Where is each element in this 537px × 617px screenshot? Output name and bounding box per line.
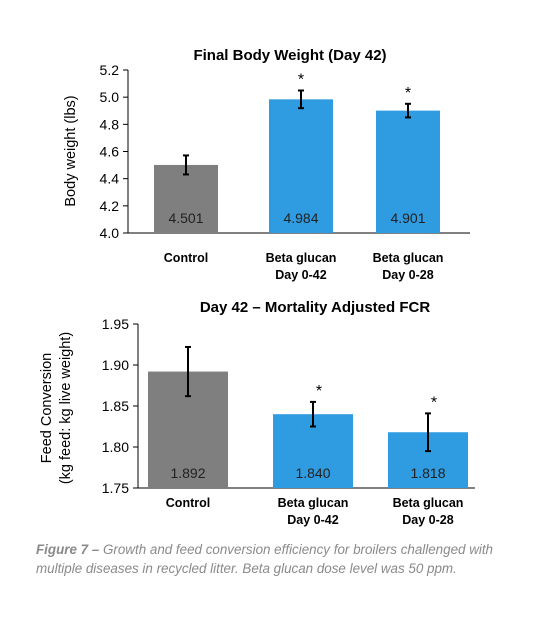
fcr-chart: Day 42 – Mortality Adjusted FCR Feed Conv… — [39, 299, 475, 527]
x-tick-label: Control — [166, 496, 210, 510]
x-tick-label: Control — [164, 251, 208, 265]
bar — [269, 99, 333, 233]
x-tick-label: Day 0-28 — [382, 268, 433, 282]
x-tick-label: Beta glucan — [278, 496, 349, 510]
figure-caption-prefix: Figure 7 – — [36, 542, 100, 557]
body-weight-chart: Final Body Weight (Day 42) Body weight (l… — [63, 47, 470, 282]
bar-value-label: 4.501 — [168, 210, 203, 226]
y-axis-label: Body weight (lbs) — [63, 95, 79, 206]
y-tick-label: 4.4 — [100, 171, 120, 187]
figure-caption-text: Growth and feed conversion efficiency fo… — [36, 542, 494, 576]
x-tick-label: Day 0-42 — [275, 268, 326, 282]
x-tick-label: Day 0-42 — [287, 513, 338, 527]
y-tick-label: 1.95 — [102, 316, 129, 332]
bar-value-label: 4.984 — [283, 210, 318, 226]
bar-value-label: 1.818 — [410, 465, 445, 481]
significance-marker: * — [405, 85, 411, 102]
y-tick-label: 4.2 — [100, 198, 120, 214]
y-tick-label: 5.0 — [100, 89, 120, 105]
y-axis-label: (kg feed: kg live weight) — [58, 332, 74, 484]
y-tick-label: 4.0 — [100, 225, 120, 241]
chart-title: Day 42 – Mortality Adjusted FCR — [200, 299, 430, 316]
y-tick-label: 1.85 — [102, 398, 129, 414]
bar — [376, 110, 440, 233]
bar-value-label: 4.901 — [390, 210, 425, 226]
x-tick-label: Day 0-28 — [402, 513, 453, 527]
y-axis-label: Feed Conversion — [39, 353, 55, 463]
bar — [154, 164, 218, 233]
y-tick-label: 5.2 — [100, 62, 120, 78]
significance-marker: * — [298, 72, 304, 89]
y-tick-label: 4.6 — [100, 144, 120, 160]
significance-marker: * — [431, 394, 437, 411]
figure-caption: Figure 7 – Growth and feed conversion ef… — [36, 540, 506, 578]
chart-title: Final Body Weight (Day 42) — [193, 47, 386, 64]
x-tick-label: Beta glucan — [266, 251, 337, 265]
bar-value-label: 1.840 — [295, 465, 330, 481]
x-tick-label: Beta glucan — [373, 251, 444, 265]
bar-value-label: 1.892 — [170, 465, 205, 481]
y-tick-label: 4.8 — [100, 116, 120, 132]
y-tick-label: 1.90 — [102, 357, 129, 373]
significance-marker: * — [316, 383, 322, 400]
y-tick-label: 1.75 — [102, 480, 129, 496]
x-tick-label: Beta glucan — [393, 496, 464, 510]
y-tick-label: 1.80 — [102, 439, 129, 455]
